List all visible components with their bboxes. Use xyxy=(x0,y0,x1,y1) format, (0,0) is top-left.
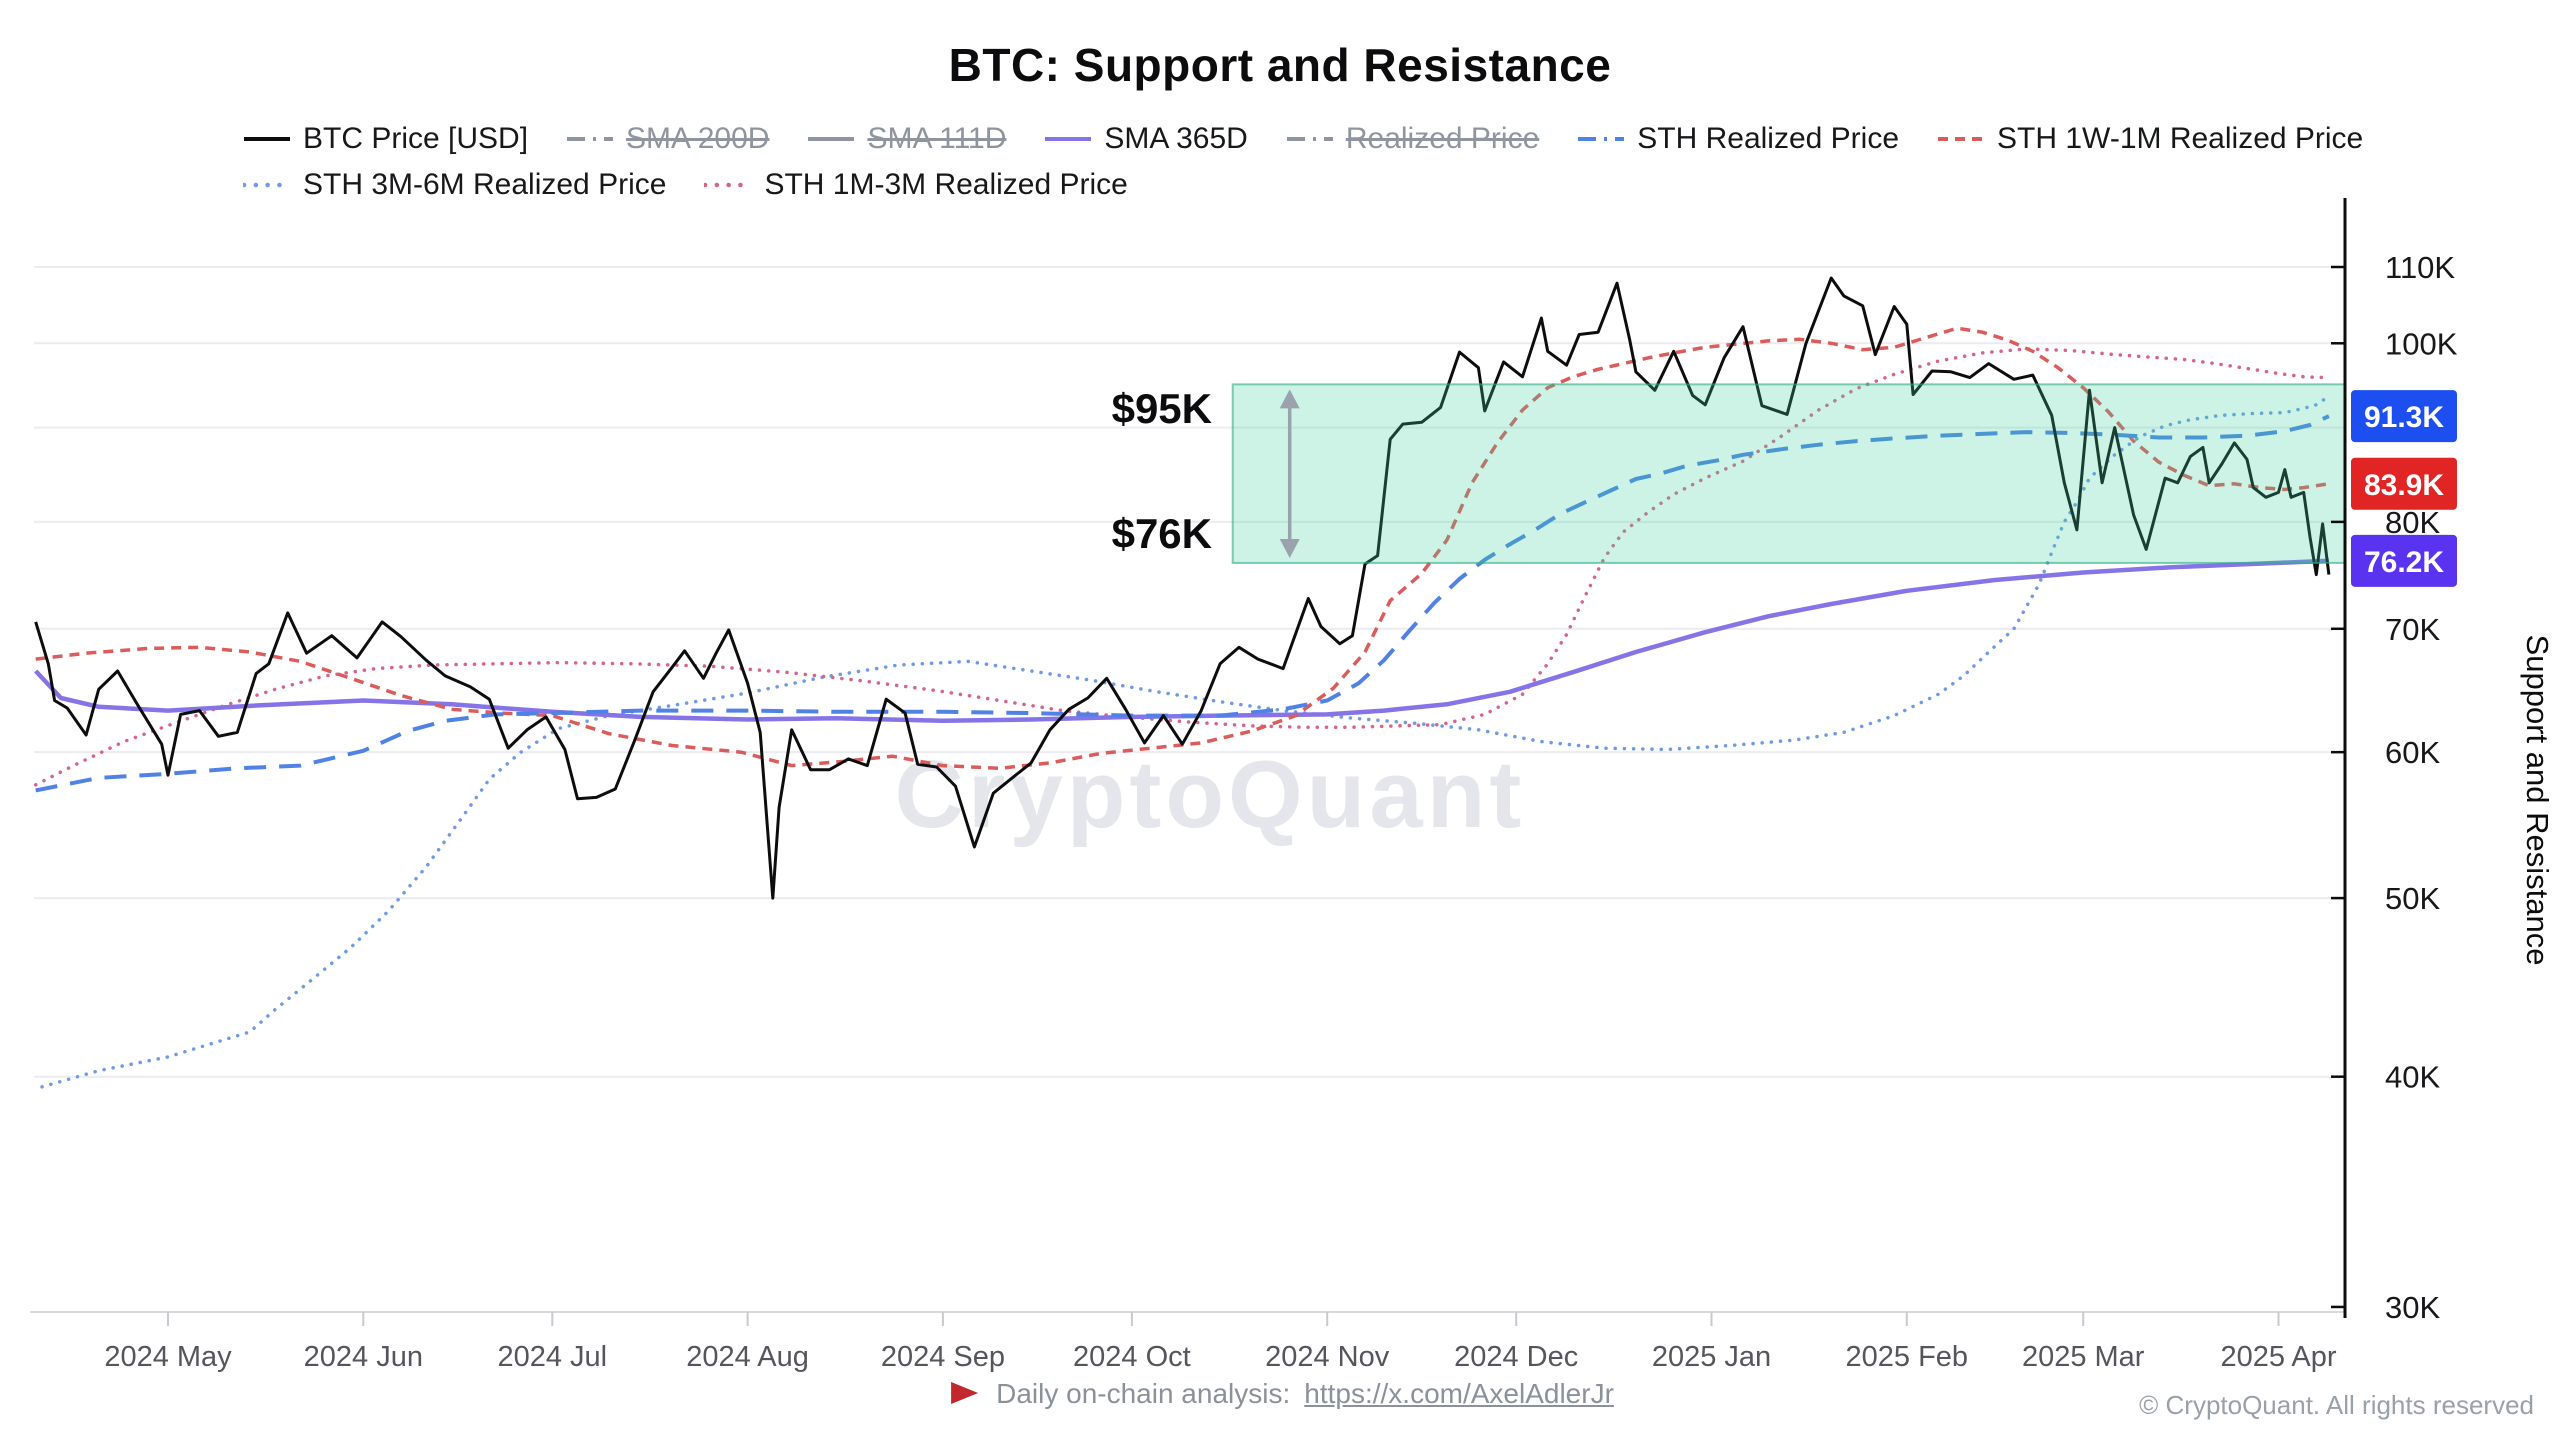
legend-marker-dashdot xyxy=(1578,137,1625,141)
copyright-notice: © CryptoQuant. All rights reserved xyxy=(2139,1390,2534,1420)
legend-label: STH 1M-3M Realized Price xyxy=(764,168,1128,201)
legend-item-realized-price[interactable]: Realized Price xyxy=(1286,122,1539,156)
y-tick-label: 110K xyxy=(2385,250,2455,285)
badge-sth-realized-price xyxy=(2351,390,2457,443)
legend-item-sth-3m-6m-realized-price[interactable]: STH 3M-6M Realized Price xyxy=(243,168,666,202)
zone-top-annotation: $95K xyxy=(1112,385,1212,432)
x-tick-label: 2024 Dec xyxy=(1454,1341,1578,1373)
x-tick-label: 2024 Oct xyxy=(1073,1341,1191,1373)
legend-label: SMA 365D xyxy=(1104,122,1248,155)
x-tick-label: 2024 Jul xyxy=(497,1341,607,1373)
legend-item-sma-200d[interactable]: SMA 200D xyxy=(566,122,769,156)
chart-legend: BTC Price [USD] SMA 200D SMA 111D SMA 365D R… xyxy=(243,122,2533,202)
last-value-badges: 91.3K 83.9K 76.2K xyxy=(2351,390,2457,587)
footer-link[interactable]: https://x.com/AxelAdlerJr xyxy=(1304,1378,1614,1409)
legend-label: SMA 111D xyxy=(867,122,1007,155)
legend-item-btc-price-usd[interactable]: BTC Price [USD] xyxy=(243,122,528,156)
y-tick-label: 40K xyxy=(2385,1060,2440,1095)
legend-marker-dot xyxy=(243,182,291,188)
legend-item-sma-111d[interactable]: SMA 111D xyxy=(807,122,1006,156)
legend-marker-solid xyxy=(244,137,290,141)
range-arrow-head-up xyxy=(1279,389,1300,409)
legend-item-sth-realized-price[interactable]: STH Realized Price xyxy=(1577,122,1899,156)
series-sth-realized-price xyxy=(35,414,2330,793)
x-tick-label: 2024 Sep xyxy=(881,1341,1005,1373)
red-flag-icon xyxy=(951,1382,979,1404)
legend-label: STH 3M-6M Realized Price xyxy=(303,168,667,201)
badge-label: 76.2K xyxy=(2364,546,2444,579)
series-lines xyxy=(33,276,2331,1089)
badge-label: 91.3K xyxy=(2364,401,2444,434)
legend-marker-dashdot xyxy=(567,137,614,141)
x-tick-label: 2025 Jan xyxy=(1652,1341,1771,1373)
y-axis-title: Support and Resistance xyxy=(2520,635,2555,966)
x-tick-label: 2025 Mar xyxy=(2022,1341,2145,1373)
x-tick-label: 2024 Nov xyxy=(1265,1341,1390,1373)
page-title: BTC: Support and Resistance xyxy=(948,39,1612,91)
legend-marker-dashdot xyxy=(1286,137,1333,141)
x-tick-label: 2024 Jun xyxy=(304,1341,423,1373)
legend-item-sma-365d[interactable]: SMA 365D xyxy=(1044,122,1248,156)
legend-item-sth-1m-3m-realized-price[interactable]: STH 1M-3M Realized Price xyxy=(704,168,1128,202)
legend-label: BTC Price [USD] xyxy=(303,122,529,155)
range-arrow-head-down xyxy=(1279,538,1300,558)
legend-marker-shortdash xyxy=(1938,137,1985,141)
y-tick-label: 60K xyxy=(2385,735,2440,770)
x-tick-label: 2025 Feb xyxy=(1846,1341,1969,1373)
y-tick-label: 80K xyxy=(2385,505,2440,540)
cryptoquant-watermark: CryptoQuant xyxy=(895,741,1526,848)
support-resistance-band xyxy=(1231,383,2346,564)
legend-label: Realized Price xyxy=(1345,122,1540,155)
series-sth-3m-6m-realized-price xyxy=(40,394,2331,1089)
y-tick-label: 50K xyxy=(2385,881,2440,916)
series-sth-1w-1m-realized-price xyxy=(35,326,2330,771)
axes: 110K 100K 80K 70K 60K 50K 40K 30K 2024 May 2024 J… xyxy=(30,198,2458,1373)
legend-label: SMA 200D xyxy=(626,122,770,155)
legend-marker-solid xyxy=(808,137,855,141)
y-tick-label: 30K xyxy=(2385,1290,2440,1325)
footer-analysis-note: Daily on-chain analysis: https://x.com/A… xyxy=(946,1376,1614,1412)
gridlines xyxy=(34,266,2345,1078)
y-tick-label: 70K xyxy=(2385,612,2440,647)
badge-label: 83.9K xyxy=(2364,469,2444,502)
badge-sma-365d xyxy=(2351,534,2457,587)
legend-label: STH 1W-1M Realized Price xyxy=(1997,122,2364,155)
legend-label: STH Realized Price xyxy=(1637,122,1900,155)
footer-text: Daily on-chain analysis: xyxy=(996,1378,1291,1409)
y-tick-label: 100K xyxy=(2385,326,2458,361)
x-tick-label: 2025 Apr xyxy=(2220,1341,2336,1373)
zone-bottom-annotation: $76K xyxy=(1112,510,1212,557)
series-sma-365d xyxy=(34,558,2329,724)
series-btc-price-usd xyxy=(34,276,2331,900)
support-resistance-zone xyxy=(1231,383,2346,564)
legend-marker-solid xyxy=(1045,137,1092,141)
series-sth-1m-3m-realized-price xyxy=(33,347,2331,787)
legend-item-sth-1w-1m-realized-price[interactable]: STH 1W-1M Realized Price xyxy=(1937,122,2363,156)
x-tick-label: 2024 May xyxy=(104,1341,232,1373)
x-tick-label: 2024 Aug xyxy=(686,1341,809,1373)
badge-sth-1w-1m-realized-price xyxy=(2351,457,2457,510)
legend-marker-dot xyxy=(704,182,753,188)
